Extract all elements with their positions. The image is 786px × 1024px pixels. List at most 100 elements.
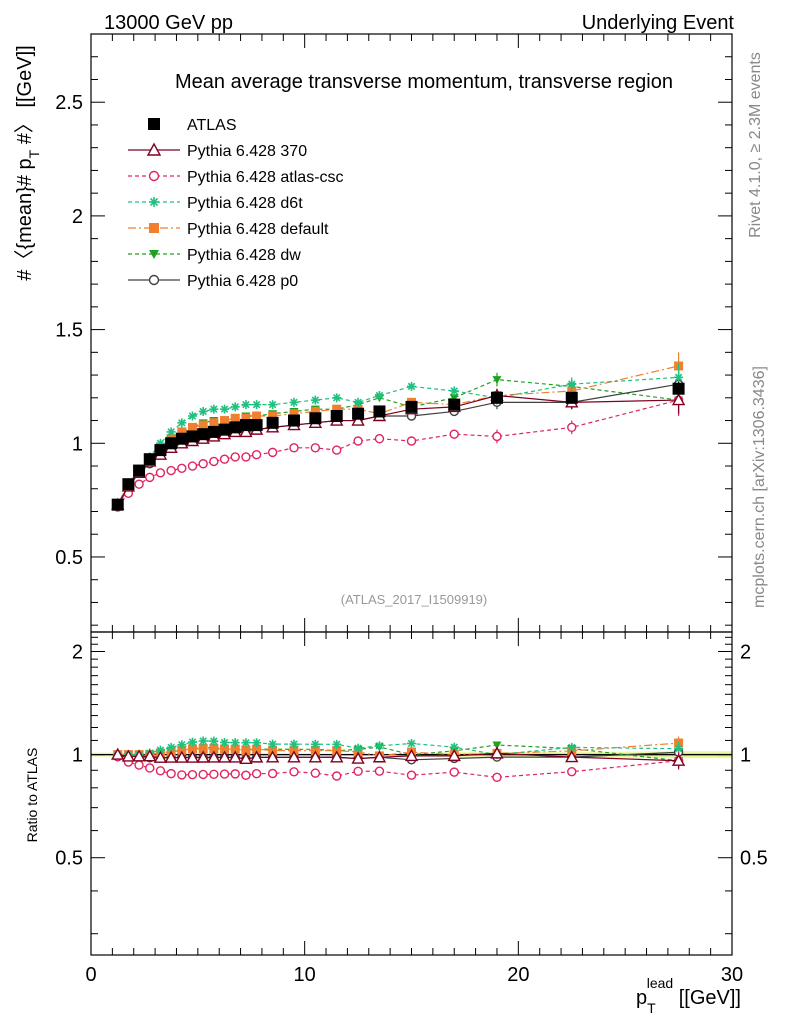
- marker-star: [310, 395, 320, 405]
- marker-square: [239, 419, 252, 432]
- marker-circle: [567, 422, 577, 433]
- marker-circle: [166, 465, 176, 476]
- marker-circle: [241, 452, 251, 462]
- ratio-series-pythia-6-428-370: [111, 746, 686, 769]
- marker-triangle: [196, 750, 210, 763]
- marker-star-stroke: [242, 400, 250, 409]
- main-ylabel-sub: T: [26, 149, 42, 158]
- marker-square: [252, 744, 262, 754]
- marker-circle: [219, 454, 230, 464]
- marker-square: [373, 405, 386, 418]
- ratio-y-tick-label: 2: [72, 641, 83, 663]
- ratio-ticks: 0.5 0.51 12 20 10 20 30: [55, 632, 768, 986]
- legend-label: Pythia 6.428 d6t: [187, 195, 303, 212]
- marker-star-stroke: [167, 743, 175, 752]
- header-left: 13000 GeV pp: [104, 12, 233, 34]
- marker-square: [133, 464, 146, 477]
- marker-star-stroke: [311, 396, 320, 404]
- marker-triangle: [565, 750, 579, 763]
- marker-star-stroke: [220, 738, 229, 747]
- marker-circle: [492, 772, 502, 783]
- marker-circle: [145, 472, 155, 483]
- legend: ATLAS Pythia 6.428 370 Pythia 6.428 atlas-…: [128, 117, 344, 290]
- marker-square: [209, 744, 219, 754]
- marker-circle: [310, 768, 321, 778]
- legend-label: Pythia 6.428 370: [187, 143, 307, 160]
- rivet-version-label: Rivet 4.1.0, ≥ 2.3M events: [747, 52, 764, 238]
- marker-star-stroke: [407, 739, 416, 748]
- marker-star-stroke: [199, 407, 207, 416]
- marker-circle: [406, 436, 417, 446]
- marker-star: [332, 739, 342, 749]
- marker-circle: [289, 443, 299, 453]
- marker-triangle-down: [449, 394, 459, 403]
- marker-square: [250, 419, 263, 432]
- marker-triangle: [351, 413, 365, 426]
- marker-square: [198, 744, 208, 754]
- marker-circle: [198, 769, 208, 780]
- marker-star: [209, 404, 219, 414]
- ratio-y-tick-label: 1: [72, 745, 83, 767]
- legend-item-pythia-6-428-p0: Pythia 6.428 p0: [128, 273, 298, 290]
- marker-star: [289, 397, 299, 407]
- marker-triangle: [404, 748, 419, 762]
- marker-square: [177, 427, 187, 437]
- marker-star-stroke: [167, 428, 175, 436]
- marker-star: [177, 740, 187, 750]
- header-right: Underlying Event: [582, 12, 735, 34]
- marker-triangle: [287, 750, 301, 763]
- marker-star-stroke: [290, 398, 298, 407]
- marker-square: [197, 428, 210, 441]
- legend-item-pythia-6-428-default: Pythia 6.428 default: [128, 221, 329, 238]
- legend-item-pythia-6-428-370: Pythia 6.428 370: [128, 142, 307, 160]
- marker-star: [353, 397, 363, 407]
- marker-star: [289, 739, 299, 749]
- marker-star-stroke: [252, 738, 261, 747]
- marker-square: [143, 453, 156, 466]
- y-tick-label: 1.5: [55, 320, 83, 342]
- y-tick-label: 2: [72, 206, 83, 228]
- marker-star: [166, 742, 176, 752]
- marker-circle: [492, 431, 502, 442]
- marker-star-stroke: [332, 740, 341, 749]
- marker-triangle: [164, 750, 178, 763]
- marker-star-stroke: [231, 403, 239, 411]
- marker-star: [198, 406, 208, 416]
- marker-triangle: [308, 750, 323, 763]
- marker-square: [198, 420, 208, 430]
- marker-square: [490, 391, 503, 404]
- marker-square: [672, 382, 685, 395]
- marker-square: [252, 411, 262, 421]
- marker-circle: [353, 766, 363, 777]
- marker-star: [230, 738, 240, 748]
- marker-square: [287, 414, 300, 427]
- marker-triangle: [351, 751, 365, 764]
- marker-square: [148, 118, 160, 130]
- legend-item-pythia-6-428-dw: Pythia 6.428 dw: [128, 247, 301, 264]
- marker-triangle: [175, 750, 189, 763]
- marker-star: [407, 381, 416, 391]
- marker-square: [186, 430, 199, 443]
- marker-circle: [187, 461, 198, 471]
- marker-square: [332, 404, 342, 414]
- marker-square: [309, 412, 322, 425]
- legend-item-pythia-6-428-atlas-csc: Pythia 6.428 atlas-csc: [128, 169, 344, 186]
- marker-circle: [449, 767, 459, 777]
- marker-circle: [148, 274, 160, 286]
- marker-triangle: [239, 751, 253, 764]
- marker-circle: [177, 770, 187, 780]
- marker-triangle-down: [492, 376, 502, 385]
- marker-circle: [134, 760, 144, 770]
- marker-square: [187, 744, 197, 754]
- marker-square: [111, 498, 124, 511]
- legend-label: ATLAS: [187, 117, 237, 134]
- marker-square: [448, 398, 461, 411]
- marker-triangle: [153, 750, 168, 763]
- x-tick-label: 10: [294, 964, 316, 986]
- series-atlas: [111, 381, 685, 511]
- marker-star-stroke: [268, 740, 277, 748]
- xlabel-sup: lead: [647, 975, 673, 991]
- marker-square: [187, 422, 197, 432]
- marker-circle: [134, 479, 144, 489]
